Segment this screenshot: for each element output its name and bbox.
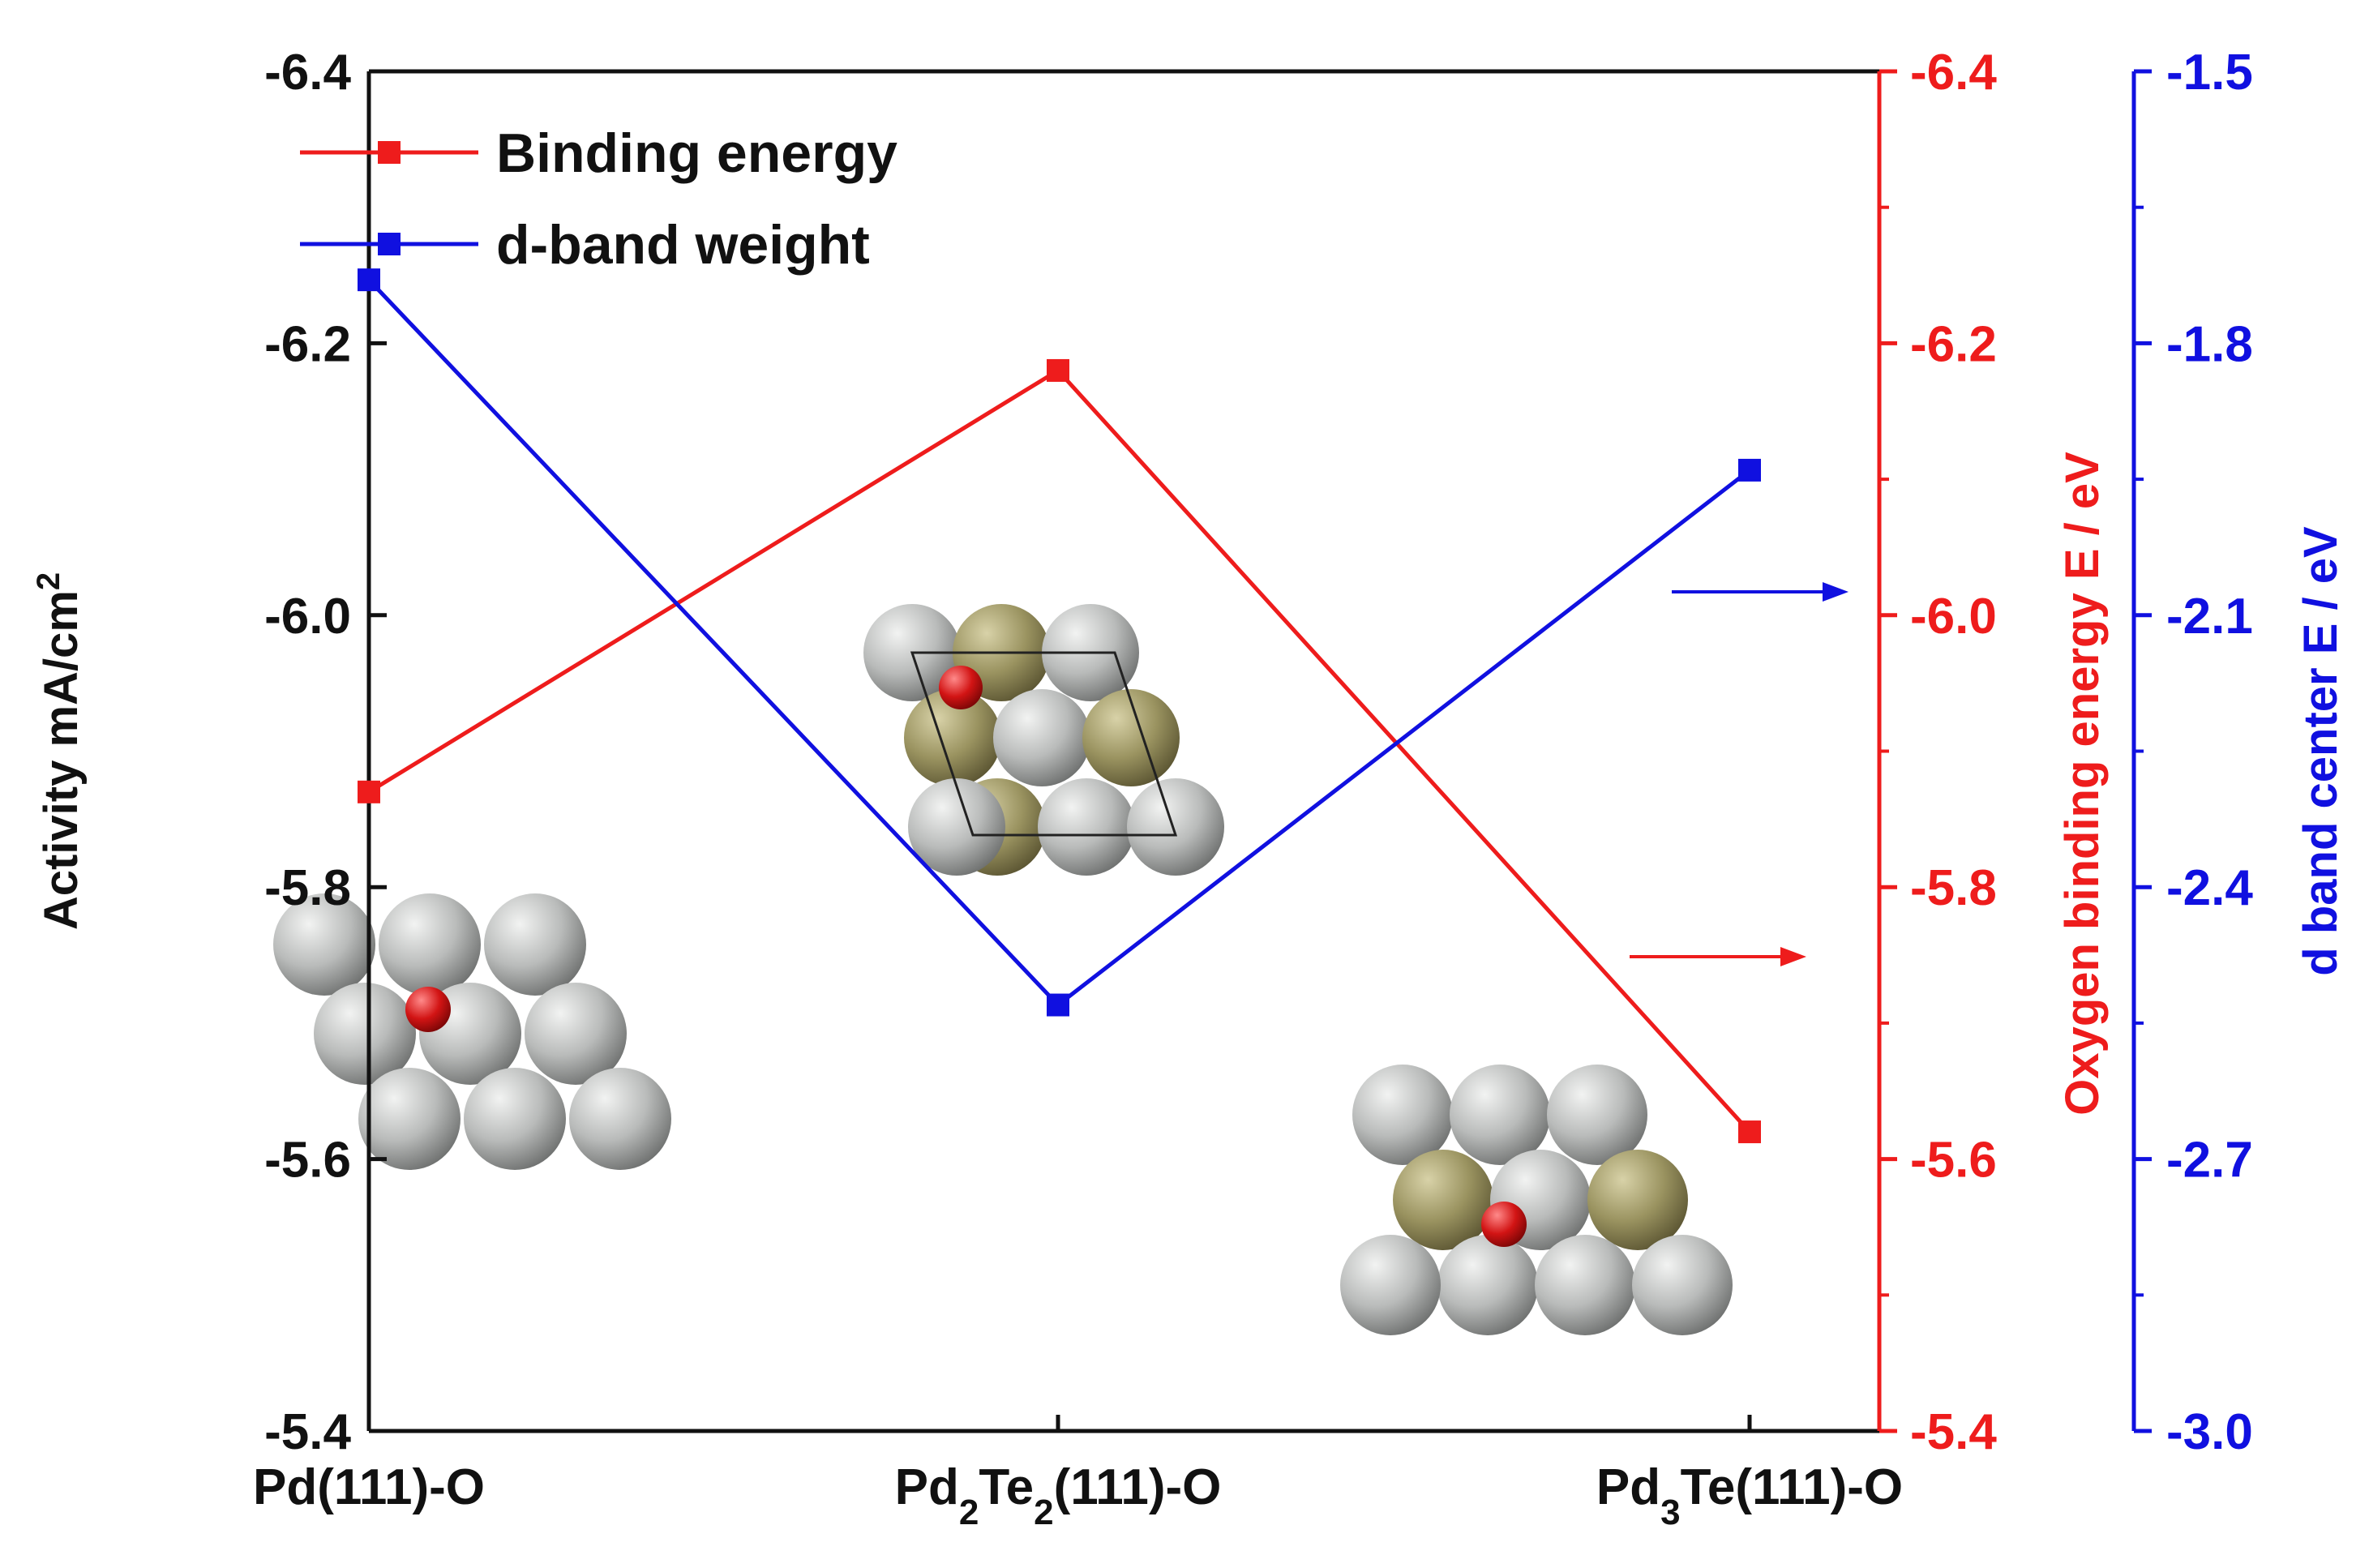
- x-tick-label: Pd(111)-O: [253, 1459, 485, 1515]
- atom-pd: [379, 893, 481, 996]
- red-tick-label: -6.4: [1910, 45, 1997, 101]
- legend: Binding energy d-band weight: [300, 122, 897, 276]
- atom-pd: [908, 778, 1005, 876]
- red-axis-title: Oxygen binding energy E / eV: [2056, 452, 2109, 1116]
- atom-pd: [1127, 778, 1224, 876]
- left-tick-label: -6.2: [264, 316, 351, 372]
- x-tick-label-part: Te(111)-O: [1681, 1459, 1904, 1515]
- atom-pd: [484, 893, 586, 996]
- blue-tick-label: -2.7: [2166, 1133, 2253, 1189]
- atom-pd: [358, 1068, 461, 1170]
- atom-o: [939, 666, 983, 709]
- unit-cell-outline: [910, 651, 1178, 837]
- x-tick-label-part: Pd(111)-O: [253, 1459, 485, 1515]
- inset-pd111-o: [273, 893, 671, 1170]
- inset-pd3te-o: [1340, 1065, 1733, 1335]
- atom-pd: [525, 983, 627, 1085]
- atom-pd: [314, 983, 416, 1085]
- x-tick-label: Pd3Te(111)-O: [1596, 1459, 1903, 1532]
- atom-pd: [1547, 1065, 1647, 1165]
- atom-pd: [273, 893, 375, 996]
- atom-pd: [569, 1068, 671, 1170]
- blue-tick-label: -2.1: [2166, 589, 2253, 645]
- x-tick-label-subscript: 3: [1660, 1493, 1680, 1532]
- data-point: [358, 268, 380, 292]
- red-tick-label: -5.6: [1910, 1133, 1997, 1189]
- legend-label: d-band weight: [496, 214, 870, 276]
- atom-pd: [1632, 1235, 1733, 1335]
- left-tick-label: -5.8: [264, 860, 351, 916]
- atom-pd: [1038, 778, 1135, 876]
- x-tick-label-part: Te: [979, 1459, 1034, 1515]
- atom-pd: [1450, 1065, 1550, 1165]
- blue-axis-title: d band center E / eV: [2294, 526, 2347, 976]
- blue-tick-label: -2.4: [2166, 860, 2253, 916]
- left-axis-title-superscript: 2: [31, 572, 66, 590]
- atom-te: [904, 689, 1001, 786]
- series-layer: [358, 268, 1761, 1144]
- atom-pd: [1340, 1235, 1441, 1335]
- x-tick-label-part: Pd: [1596, 1459, 1660, 1515]
- x-tick-label-part: Pd: [895, 1459, 959, 1515]
- red-tick-label: -5.4: [1910, 1404, 1997, 1460]
- x-tick-label: Pd2Te2(111)-O: [895, 1459, 1222, 1532]
- red-tick-label: -6.2: [1910, 316, 1997, 372]
- atom-pd: [1352, 1065, 1453, 1165]
- blue-tick-label: -1.8: [2166, 316, 2253, 372]
- inset-pd2te2-o: [863, 604, 1224, 876]
- blue-arrow-head: [1823, 582, 1849, 602]
- left-tick-label: -6.0: [264, 589, 351, 645]
- left-axis-title: Activity mA/cm2: [31, 572, 88, 930]
- atom-pd: [464, 1068, 566, 1170]
- atom-te: [1587, 1150, 1688, 1250]
- left-tick-label: -6.4: [264, 45, 351, 101]
- x-tick-label-part: (111)-O: [1054, 1459, 1222, 1515]
- legend-marker: [378, 233, 401, 255]
- left-tick-label: -5.4: [264, 1404, 351, 1460]
- red-arrow-head: [1780, 947, 1806, 966]
- blue-tick-label: -3.0: [2166, 1404, 2253, 1460]
- axes: -6.4 -6.4 -1.5 -6.2 -6.2 -1.8 -6.0 -6.0 -2.1 -5.8…: [31, 45, 2347, 1532]
- data-point: [1738, 1120, 1761, 1144]
- atom-te: [1393, 1150, 1493, 1250]
- atom-pd: [1535, 1235, 1635, 1335]
- x-tick-label-subscript: 2: [1034, 1493, 1053, 1532]
- left-tick-label: -5.6: [264, 1133, 351, 1189]
- annotations: [1630, 582, 1849, 966]
- data-point: [1047, 993, 1069, 1017]
- atom-pd: [993, 689, 1090, 786]
- blue-tick-label: -1.5: [2166, 45, 2253, 101]
- data-point: [1738, 458, 1761, 482]
- data-point: [1047, 358, 1069, 382]
- x-tick-label-subscript: 2: [959, 1493, 979, 1532]
- structure-insets: [273, 604, 1733, 1335]
- red-tick-label: -6.0: [1910, 589, 1997, 645]
- legend-marker: [378, 141, 401, 164]
- red-tick-label: -5.8: [1910, 860, 1997, 916]
- atom-pd: [1437, 1235, 1538, 1335]
- data-point: [358, 780, 380, 803]
- left-axis-title-text: Activity mA/cm: [35, 590, 88, 930]
- legend-label: Binding energy: [496, 122, 897, 184]
- atom-o: [405, 987, 451, 1032]
- atom-o: [1481, 1202, 1527, 1247]
- atom-te: [1082, 689, 1180, 786]
